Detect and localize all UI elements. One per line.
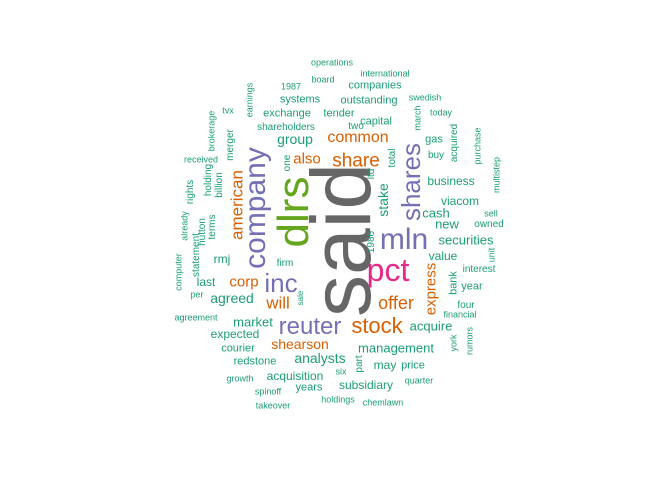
word-expected: expected [210,327,260,341]
word-courier: courier [221,342,255,355]
word-group: group [277,131,313,147]
word-march: march [412,105,423,131]
word-international: international [360,68,410,79]
word-unit: unit [486,247,497,263]
word-last: last [196,275,216,289]
word-1987: 1987 [280,81,302,92]
word-shearson: shearson [271,336,329,352]
word-outstanding: outstanding [340,94,398,107]
word-york: york [448,334,459,352]
word-owned: owned [474,219,504,230]
word-chemlawn: chemlawn [362,397,404,408]
word-redstone: redstone [233,355,277,368]
word-six: six [335,366,347,377]
word-per: per [190,289,204,300]
word-inc: inc [264,268,298,298]
word-stake: stake [375,183,391,217]
word-companies: companies [348,79,402,92]
word-multistep: multistep [491,156,502,194]
word-two: two [348,121,364,132]
word-subsidiary: subsidiary [338,378,394,392]
word-agreed: agreed [210,290,254,306]
word-systems: systems [279,93,321,106]
word-capital: capital [360,115,392,128]
word-earnings: earnings [244,82,255,118]
word-tender: tender [323,107,355,120]
word-interest: interest [462,264,496,275]
word-1986: 1986 [366,230,377,254]
word-stock: stock [351,313,403,338]
word-financial: financial [443,309,477,320]
word-holding: holding [203,163,214,197]
word-offer: offer [378,293,414,313]
word-viacom: viacom [440,194,480,208]
word-already: already [179,211,190,241]
word-total: total [387,148,398,168]
word-buy: buy [427,150,445,161]
word-holdings: holdings [321,394,355,405]
word-swedish: swedish [408,92,442,103]
word-rumors: rumors [464,326,475,356]
word-acquire: acquire [409,318,453,334]
word-dlrs: dlrs [269,176,318,248]
word-gas: gas [425,133,443,146]
word-cash: cash [422,205,450,221]
word-american: american [227,170,247,240]
word-agreement: agreement [174,312,218,323]
word-share: share [332,150,380,172]
word-shares: shares [396,142,426,222]
word-management: management [358,340,434,356]
word-sell: sell [484,208,498,219]
word-business: business [427,174,475,188]
word-one: one [282,154,293,172]
word-rights: rights [185,179,196,205]
word-terms: terms [207,214,218,240]
word-corp: corp [229,273,259,291]
word-analysts: analysts [294,350,346,366]
word-tvx: tvx [222,105,234,116]
word-purchase: purchase [472,127,483,165]
word-takeover: takeover [255,400,291,411]
word-market: market [233,314,273,330]
word-express: express [422,262,440,316]
word-will: will [266,293,290,313]
word-four: four [457,300,475,311]
word-reuter: reuter [278,313,342,340]
word-securities: securities [438,232,494,248]
word-board: board [311,74,335,85]
word-pct: pct [366,252,410,288]
word-shareholders: shareholders [257,122,315,133]
word-operations: operations [310,57,354,68]
word-statement: statement [191,233,202,277]
word-computer: computer [173,253,184,291]
word-merger: merger [225,129,236,161]
word-price: price [401,359,425,372]
word-bank: bank [447,271,460,295]
word-new: new [435,216,459,232]
word-part: part [354,355,365,373]
word-year: year [461,280,483,293]
word-also: also [293,150,321,168]
word-spinoff: spinoff [254,386,282,397]
word-acquired: acquired [449,123,460,163]
word-acquisition: acquisition [266,369,324,383]
word-mln: mln [379,223,429,256]
word-growth: growth [226,373,254,384]
word-years: years [295,381,323,394]
word-ltd: ltd [366,168,377,180]
word-billion: billion [214,172,225,198]
word-exchange: exchange [263,107,311,120]
word-firm: firm [276,258,294,269]
word-received: received [183,154,219,165]
word-brokerage: brokerage [206,110,217,152]
word-quarter: quarter [404,375,434,386]
word-rmj: rmj [213,252,231,266]
word-sale: sale [296,290,305,306]
word-may: may [373,358,397,372]
word-value: value [428,249,458,263]
word-common: common [327,129,389,146]
word-today: today [429,107,453,118]
